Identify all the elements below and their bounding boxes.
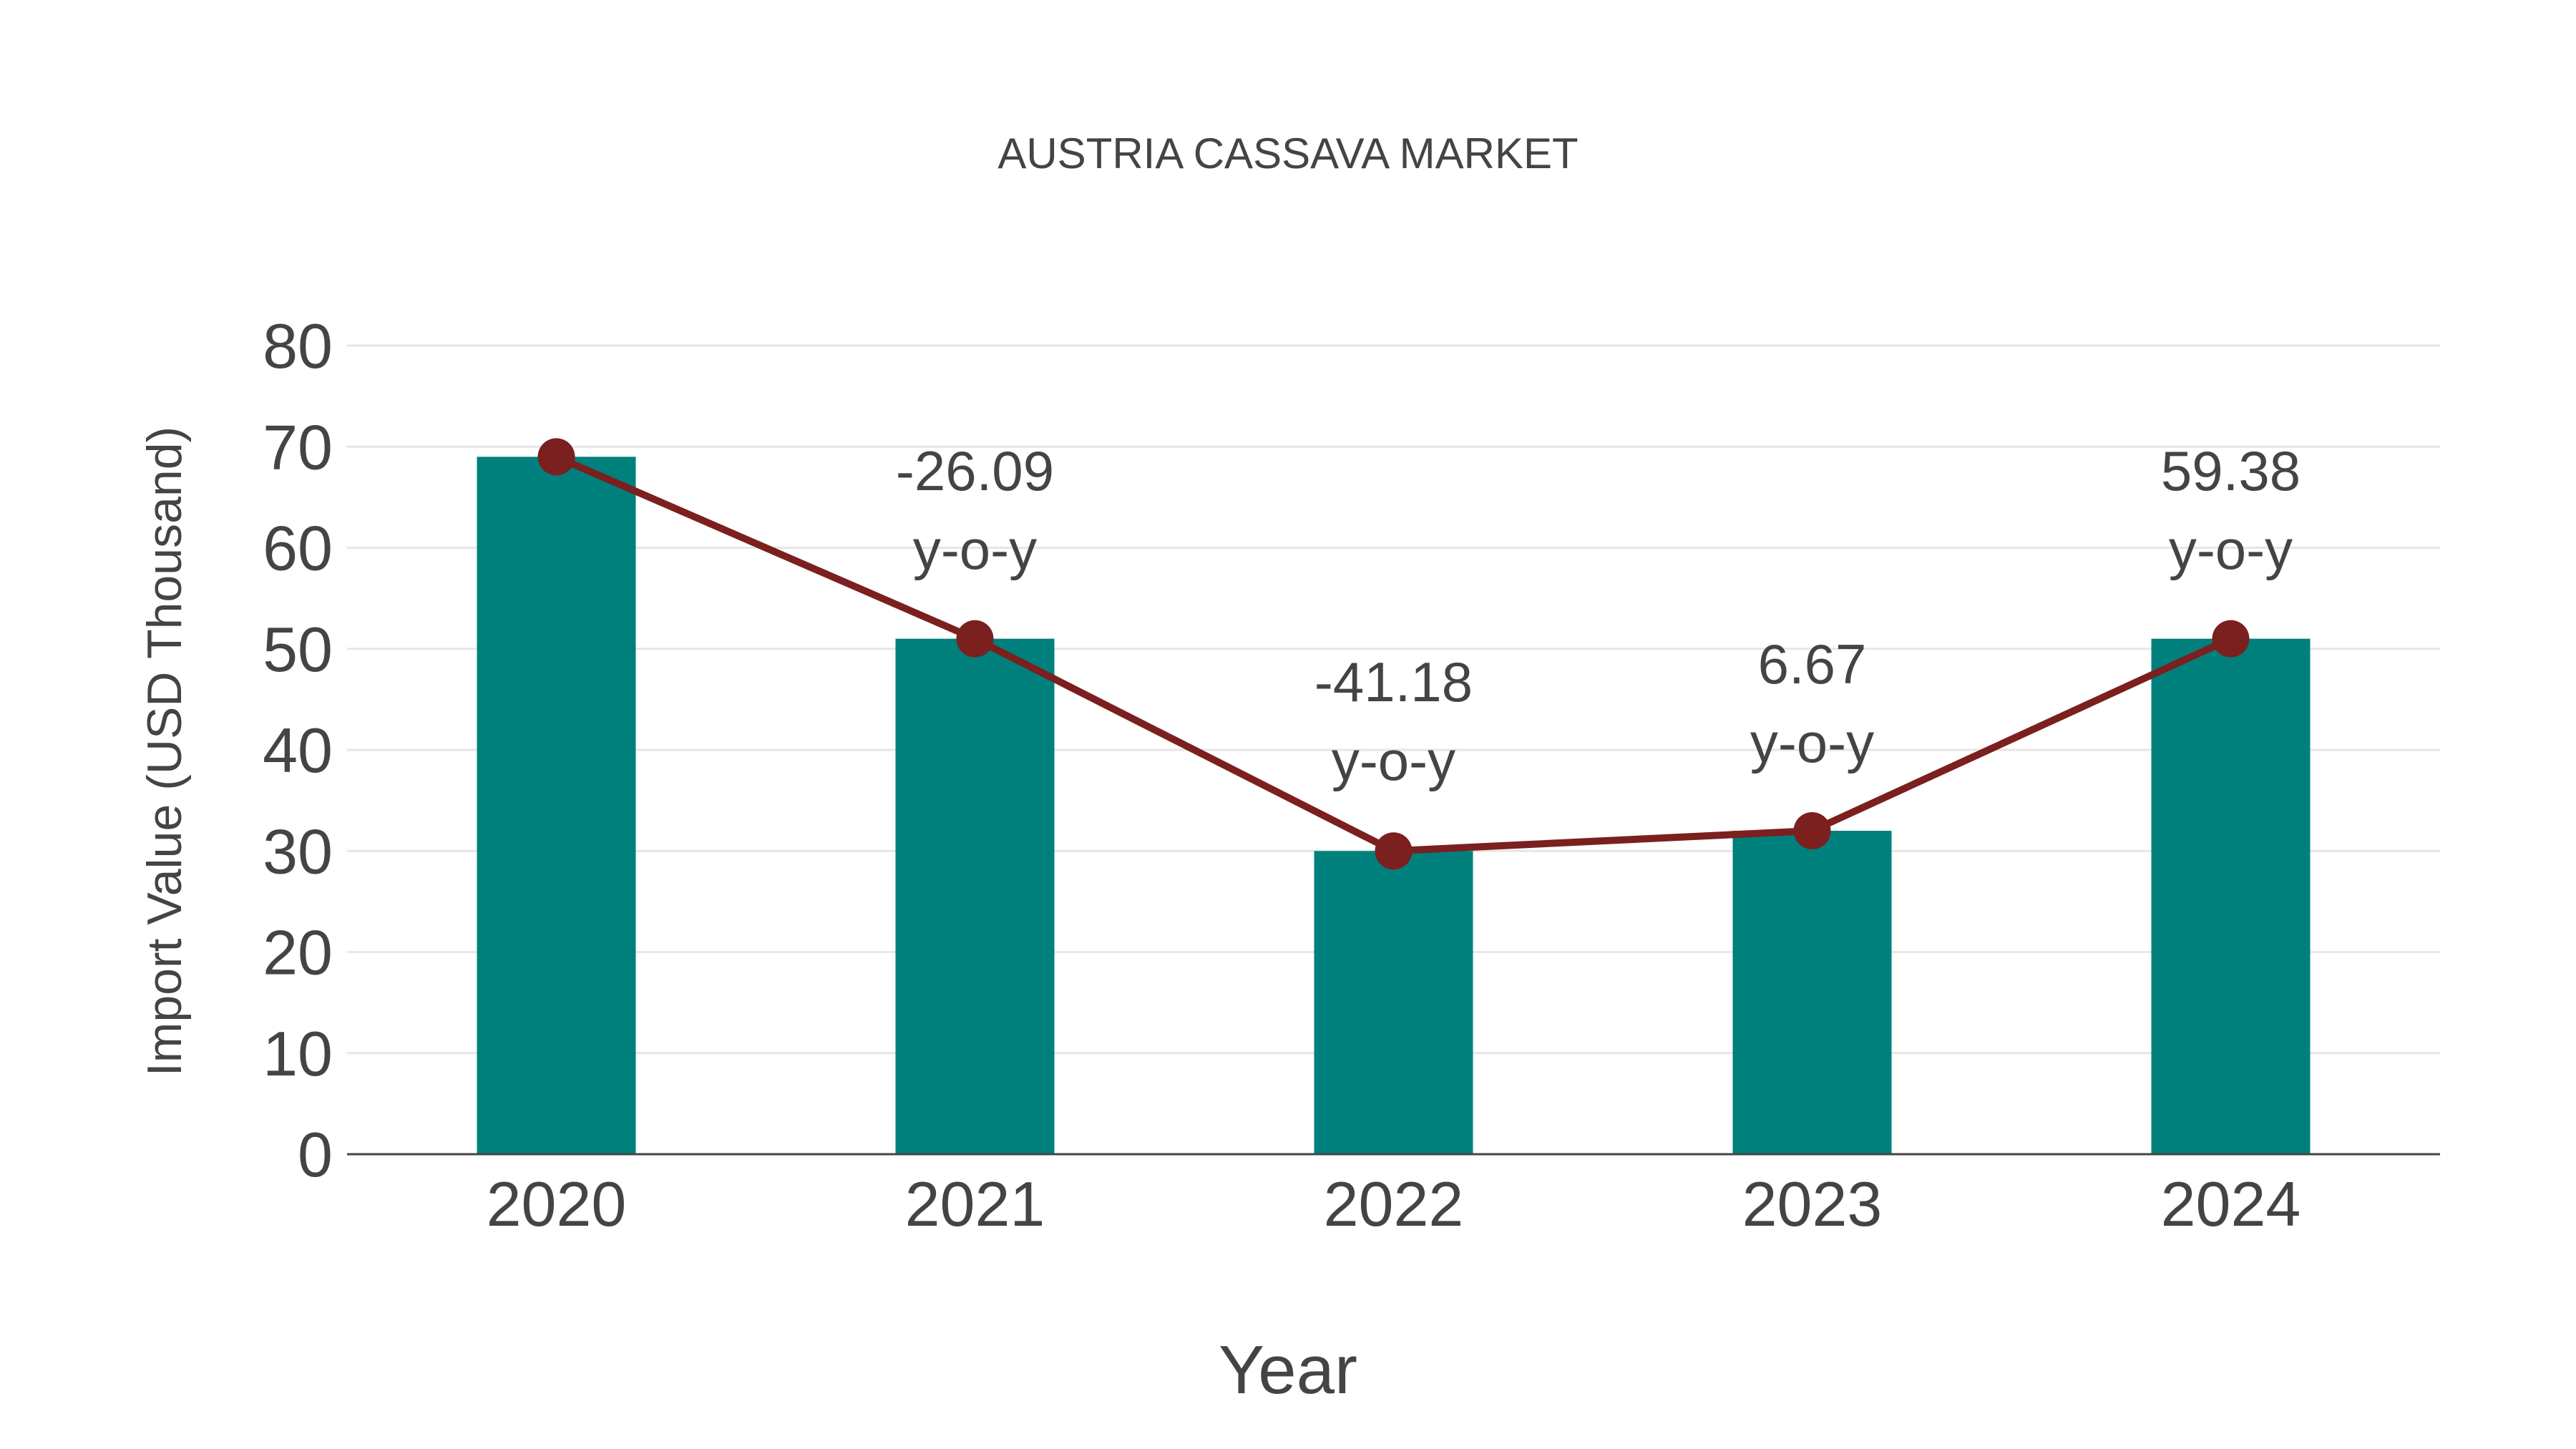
trend-marker (956, 620, 994, 658)
yoy-suffix: y-o-y (2169, 518, 2293, 581)
y-tick-label: 0 (298, 1119, 333, 1190)
yoy-value: 59.38 (2161, 439, 2301, 502)
trend-marker (1793, 812, 1831, 849)
x-tick-label: 2021 (905, 1169, 1045, 1239)
trend-marker (537, 438, 575, 476)
bar-2020 (477, 457, 636, 1154)
y-tick-label: 60 (263, 513, 333, 584)
x-tick-label: 2024 (2161, 1169, 2301, 1239)
yoy-suffix: y-o-y (1750, 711, 1874, 774)
trend-line-series (537, 438, 2250, 870)
y-tick-label: 30 (263, 816, 333, 887)
trend-marker (1375, 832, 1413, 870)
y-tick-label: 80 (263, 311, 333, 381)
y-tick-label: 10 (263, 1018, 333, 1089)
chart-title: AUSTRIA CASSAVA MARKET (997, 130, 1579, 177)
bar-2021 (895, 638, 1055, 1154)
yoy-suffix: y-o-y (1332, 729, 1455, 792)
bar-2022 (1314, 851, 1473, 1154)
y-axis-ticks: 0 10 20 30 40 50 60 70 80 (263, 311, 333, 1190)
yoy-value: -41.18 (1314, 650, 1473, 713)
x-tick-label: 2022 (1324, 1169, 1464, 1239)
x-axis-label: Year (1219, 1332, 1357, 1408)
x-axis-ticks: 2020 2021 2022 2023 2024 (487, 1169, 2301, 1239)
y-tick-label: 20 (263, 917, 333, 988)
yoy-annotations: -26.09 y-o-y -41.18 y-o-y 6.67 y-o-y 59.38 y-o-… (896, 439, 2301, 792)
x-tick-label: 2020 (487, 1169, 627, 1239)
bar-series (477, 457, 2311, 1154)
y-tick-label: 50 (263, 614, 333, 685)
bar-2024 (2151, 638, 2311, 1154)
bar-2023 (1732, 831, 1892, 1154)
yoy-value: -26.09 (896, 439, 1054, 502)
yoy-suffix: y-o-y (913, 518, 1037, 581)
trend-marker (2212, 620, 2250, 658)
y-tick-label: 40 (263, 715, 333, 786)
y-tick-label: 70 (263, 411, 333, 482)
x-tick-label: 2023 (1742, 1169, 1883, 1239)
yoy-value: 6.67 (1758, 633, 1867, 696)
